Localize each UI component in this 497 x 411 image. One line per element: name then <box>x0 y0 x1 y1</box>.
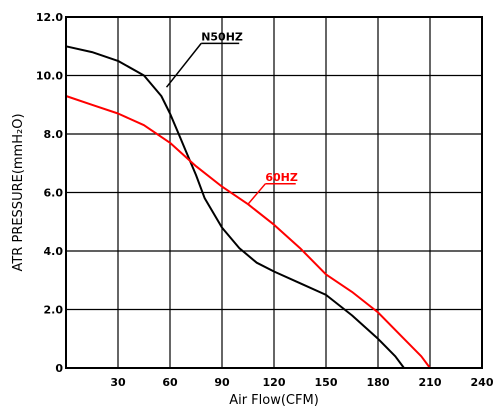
series-line-60hz <box>65 95 431 369</box>
y-tick-label: 6.0 <box>44 187 64 200</box>
y-tick-label: 4.0 <box>44 245 64 258</box>
x-tick-label: 60 <box>162 376 178 389</box>
y-tick-label: 2.0 <box>44 304 64 317</box>
y-tick-label: 10.0 <box>36 70 63 83</box>
x-tick-label: 150 <box>315 376 338 389</box>
y-axis-label: ATR PRESSURE(mmH₂O) <box>11 113 26 271</box>
annotations: N50HZ 60HZ <box>165 30 298 205</box>
plot-frame <box>65 16 483 369</box>
annotation-leader <box>247 183 266 205</box>
x-tick-label: 30 <box>110 376 126 389</box>
x-tick-label: 180 <box>367 376 390 389</box>
annotation-label-60hz: 60HZ <box>265 171 298 184</box>
series-line-n50hz <box>65 45 405 369</box>
tick-labels: 30 60 90 120 150 180 210 240 0 2.0 4.0 6.0 8.0 10.0 12… <box>36 11 494 389</box>
y-tick-label: 8.0 <box>44 128 64 141</box>
x-tick-label: 240 <box>471 376 494 389</box>
annotation-leader <box>165 42 202 88</box>
x-tick-label: 120 <box>263 376 286 389</box>
y-tick-label: 0 <box>55 362 63 375</box>
y-tick-label: 12.0 <box>36 11 63 24</box>
x-tick-label: 90 <box>214 376 230 389</box>
x-tick-label: 210 <box>419 376 442 389</box>
x-axis-label: Air Flow(CFM) <box>229 393 319 408</box>
annotation-label-n50hz: N50HZ <box>201 30 243 43</box>
series-group <box>65 45 431 369</box>
